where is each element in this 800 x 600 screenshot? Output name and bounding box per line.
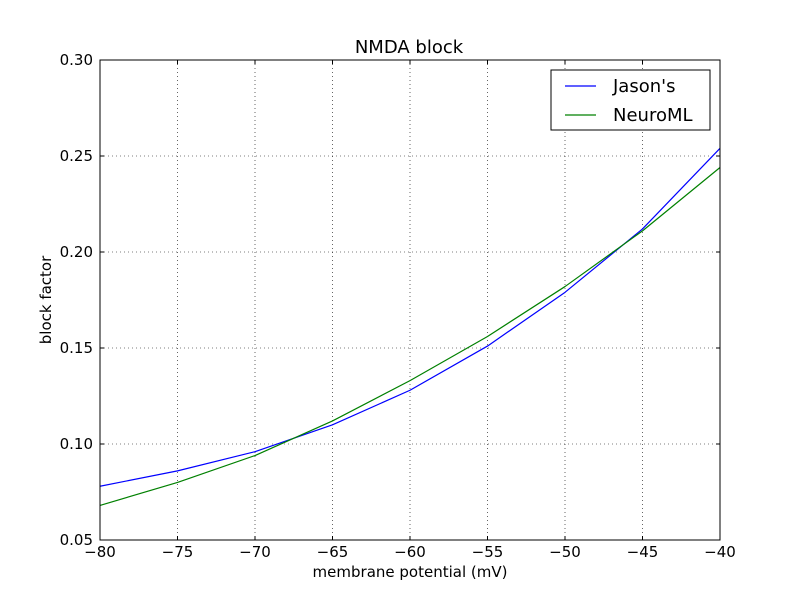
x-tick-label: −65 [317, 543, 349, 561]
x-tick-label: −45 [627, 543, 659, 561]
y-tick-label: 0.25 [60, 147, 93, 165]
x-tick-label: −40 [704, 543, 736, 561]
x-tick-label: −75 [162, 543, 194, 561]
y-tick-label: 0.15 [60, 339, 93, 357]
y-axis-label: block factor [37, 255, 55, 344]
x-tick-label: −60 [394, 543, 426, 561]
y-tick-labels: 0.05 0.10 0.15 0.20 0.25 0.30 [60, 51, 93, 549]
legend-box [550, 69, 711, 131]
y-tick-label: 0.30 [60, 51, 93, 69]
x-tick-label: −70 [239, 543, 271, 561]
y-tick-label: 0.05 [60, 531, 93, 549]
legend: Jason's NeuroML [550, 69, 711, 131]
x-tick-label: −80 [84, 543, 116, 561]
x-tick-label: −55 [472, 543, 504, 561]
y-tick-label: 0.10 [60, 435, 93, 453]
chart-title: NMDA block [355, 37, 464, 58]
ticks [99, 59, 721, 541]
x-tick-label: −50 [549, 543, 581, 561]
x-axis-label: membrane potential (mV) [313, 563, 508, 581]
y-tick-label: 0.20 [60, 243, 93, 261]
legend-label-neuroml: NeuroML [613, 105, 693, 126]
legend-label-jasons: Jason's [612, 76, 675, 97]
series-lines [99, 147, 721, 507]
x-tick-labels: −80 −75 −70 −65 −60 −55 −50 −45 −40 [84, 543, 736, 561]
grid [100, 60, 720, 540]
series-line-1 [99, 167, 721, 507]
